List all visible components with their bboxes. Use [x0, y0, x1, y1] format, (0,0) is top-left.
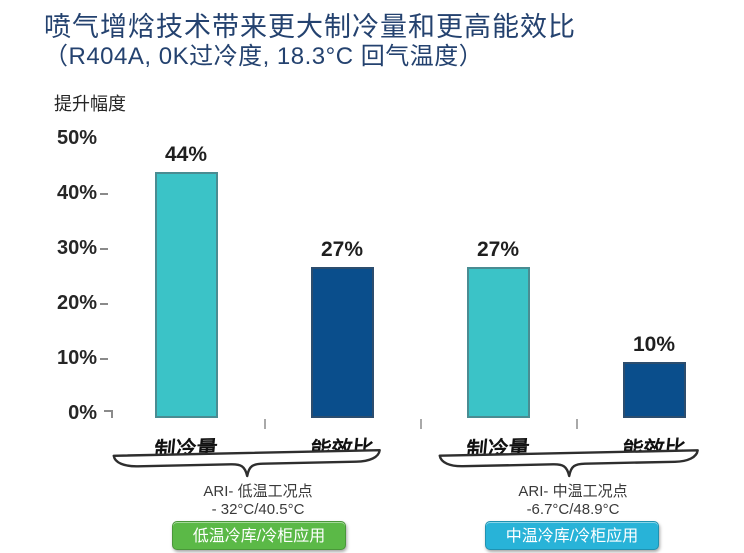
- bar-value-label: 27%: [320, 237, 364, 261]
- x-tick-mark: [264, 419, 266, 429]
- x-tick-mark: [576, 419, 578, 429]
- slide-title: 喷气增焓技术带来更大制冷量和更高能效比 （R404A, 0K过冷度, 18.3°…: [44, 12, 576, 71]
- y-axis-label: 提升幅度: [54, 94, 126, 114]
- y-tick-label: 20%: [56, 292, 97, 314]
- condition-line1: ARI- 低温工况点: [203, 483, 313, 500]
- badge-low-temp-application: 低温冷库/冷柜应用: [172, 521, 346, 550]
- y-tick-label: 30%: [56, 237, 97, 259]
- y-tick-label: 50%: [56, 127, 97, 149]
- y-tick-label: 40%: [56, 182, 97, 204]
- slide-title-line2: （R404A, 0K过冷度, 18.3°C 回气温度）: [44, 43, 484, 71]
- condition-text-mt: ARI- 中温工况点 -6.7°C/48.9°C: [448, 483, 698, 520]
- y-tick-mark: [100, 303, 108, 305]
- axis-origin-mark: [104, 410, 113, 418]
- y-tick-mark: [100, 358, 108, 360]
- badge-medium-temp-application: 中温冷库/冷柜应用: [485, 521, 659, 550]
- bar-value-label: 27%: [476, 237, 520, 261]
- bar-value-label: 10%: [632, 333, 676, 356]
- x-tick-mark: [420, 419, 422, 429]
- y-tick-mark: [100, 248, 108, 250]
- condition-text-lt: ARI- 低温工况点 - 32°C/40.5°C: [133, 483, 383, 520]
- condition-line2: - 32°C/40.5°C: [211, 501, 305, 519]
- bar-cooling-capacity-mt: [467, 267, 530, 418]
- y-tick-label: 10%: [56, 347, 97, 369]
- group-brace-icon: [112, 449, 381, 478]
- group-brace-icon: [438, 449, 699, 478]
- bar-eer-lt: [311, 267, 374, 418]
- slide-title-line1: 喷气增焓技术带来更大制冷量和更高能效比: [44, 12, 576, 42]
- bar-cooling-capacity-lt: [155, 172, 218, 418]
- bar-eer-mt: [623, 362, 686, 418]
- condition-line2: -6.7°C/48.9°C: [526, 501, 620, 519]
- condition-line1: ARI- 中温工况点: [518, 483, 628, 500]
- y-tick-label: 0%: [68, 402, 97, 424]
- bar-value-label: 44%: [164, 142, 208, 166]
- y-tick-mark: [100, 193, 108, 195]
